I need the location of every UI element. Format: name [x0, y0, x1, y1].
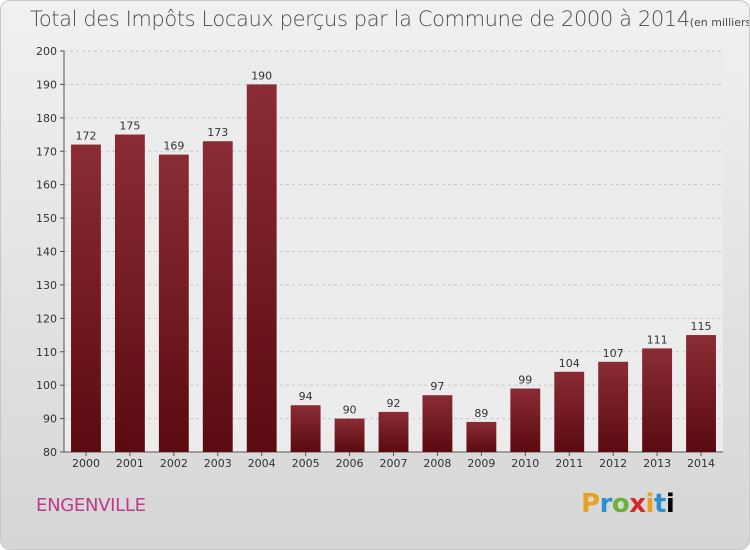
proxiti-logo: Proxiti	[581, 489, 675, 519]
y-tick-label: 150	[36, 212, 57, 225]
value-label-2005: 94	[299, 390, 313, 403]
bar-2010	[510, 388, 541, 452]
x-tick-label-2002: 2002	[160, 457, 188, 470]
x-tick-label-2009: 2009	[467, 457, 495, 470]
value-label-2004: 190	[251, 69, 272, 82]
y-tick-label: 170	[36, 145, 57, 158]
logo-letter: o	[611, 489, 630, 519]
x-tick-label-2007: 2007	[380, 457, 408, 470]
value-label-2008: 97	[430, 380, 444, 393]
value-label-2012: 107	[603, 347, 624, 360]
bar-2011	[554, 371, 585, 452]
chart-title: Total des Impôts Locaux perçus par la Co…	[30, 7, 750, 31]
y-tick-label: 160	[36, 179, 57, 192]
bar-2005	[290, 405, 321, 452]
bar-2002	[158, 154, 189, 452]
x-tick-label-2012: 2012	[599, 457, 627, 470]
x-tick-label-2011: 2011	[555, 457, 583, 470]
value-label-2001: 175	[119, 120, 140, 133]
x-tick-label-2006: 2006	[336, 457, 364, 470]
x-tick-label-2001: 2001	[116, 457, 144, 470]
logo-letter: i	[665, 489, 675, 519]
bar-2004	[246, 84, 277, 453]
y-tick-label: 110	[36, 346, 57, 359]
y-tick-label: 100	[36, 379, 57, 392]
bar-2000	[71, 144, 101, 453]
value-label-2006: 90	[343, 404, 357, 417]
bar-2006	[334, 418, 365, 452]
x-tick-label-2005: 2005	[292, 457, 320, 470]
y-tick-label: 80	[43, 446, 57, 459]
value-label-2000: 172	[75, 130, 96, 143]
value-label-2011: 104	[559, 357, 580, 370]
y-tick-label: 140	[36, 246, 57, 259]
bar-2003	[202, 141, 233, 452]
bar-2008	[422, 395, 453, 452]
x-tick-label-2003: 2003	[204, 457, 232, 470]
value-label-2010: 99	[518, 374, 532, 387]
bar-2001	[114, 134, 145, 452]
value-label-2007: 92	[387, 397, 401, 410]
y-tick-label: 200	[36, 45, 57, 58]
x-tick-label-2008: 2008	[423, 457, 451, 470]
y-tick-label: 90	[43, 413, 57, 426]
y-tick-label: 130	[36, 279, 57, 292]
logo-letter: t	[653, 489, 666, 519]
bar-2012	[598, 361, 629, 452]
x-tick-label-2000: 2000	[72, 457, 100, 470]
value-label-2014: 115	[691, 320, 712, 333]
value-label-2013: 111	[647, 333, 668, 346]
title-main: Total des Impôts Locaux perçus par la Co…	[30, 7, 690, 31]
y-tick-label: 180	[36, 112, 57, 125]
x-tick-label-2014: 2014	[687, 457, 715, 470]
logo-letter: i	[645, 489, 655, 519]
value-label-2003: 173	[207, 126, 228, 139]
bars	[71, 84, 716, 453]
logo-letter: r	[599, 489, 613, 519]
value-labels: 172 175 169 173 190 94 90 92 97 89 99 104 107 111 115	[75, 69, 711, 420]
y-tick-label: 120	[36, 312, 57, 325]
bar-2014	[686, 335, 716, 452]
logo-letter: x	[629, 489, 646, 519]
y-tick-label: 190	[36, 78, 57, 91]
x-tick-label-2013: 2013	[643, 457, 671, 470]
commune-name: ENGENVILLE	[36, 495, 146, 516]
value-label-2009: 89	[474, 407, 488, 420]
x-tick-label-2010: 2010	[511, 457, 539, 470]
logo-letter: P	[581, 489, 600, 519]
x-tick-label-2004: 2004	[248, 457, 276, 470]
bar-2009	[466, 421, 497, 452]
axes: 80 90 100 110 120 130 140 150 160 170 180 190 200 200…	[36, 45, 723, 470]
bar-2007	[378, 411, 409, 452]
bar-2013	[642, 348, 673, 452]
title-unit: (en milliers d'€)	[689, 16, 750, 29]
value-label-2002: 169	[163, 140, 184, 153]
